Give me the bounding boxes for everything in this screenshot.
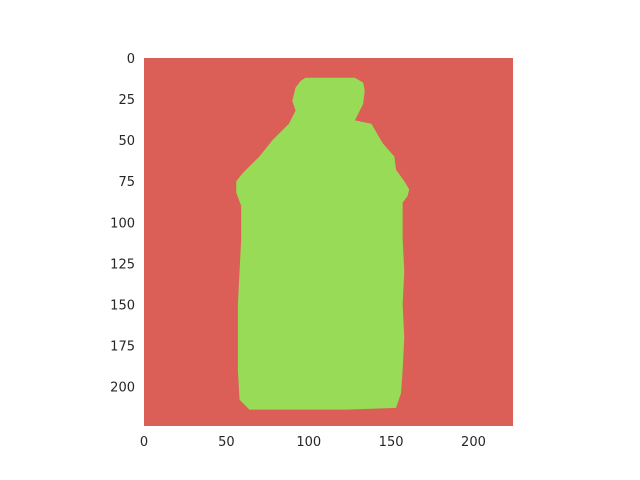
x-tick-label: 100 [296, 435, 321, 450]
y-tick-label: 125 [110, 257, 135, 272]
y-tick-label: 0 [127, 52, 135, 67]
x-tick-label: 50 [218, 435, 235, 450]
y-tick-label: 50 [118, 134, 135, 149]
y-tick-label: 25 [118, 93, 135, 108]
y-tick-label: 150 [110, 298, 135, 313]
x-axis: 0 50 100 150 200 [140, 435, 486, 450]
y-tick-label: 75 [118, 175, 135, 190]
y-axis: 0 25 50 75 100 125 150 175 200 [110, 52, 135, 396]
y-tick-label: 175 [110, 340, 135, 355]
plot-area [144, 58, 513, 426]
y-tick-label: 200 [110, 381, 135, 396]
x-tick-label: 150 [379, 435, 404, 450]
x-tick-label: 200 [461, 435, 486, 450]
y-tick-label: 100 [110, 216, 135, 231]
mask-region [236, 77, 410, 410]
x-tick-label: 0 [140, 435, 148, 450]
